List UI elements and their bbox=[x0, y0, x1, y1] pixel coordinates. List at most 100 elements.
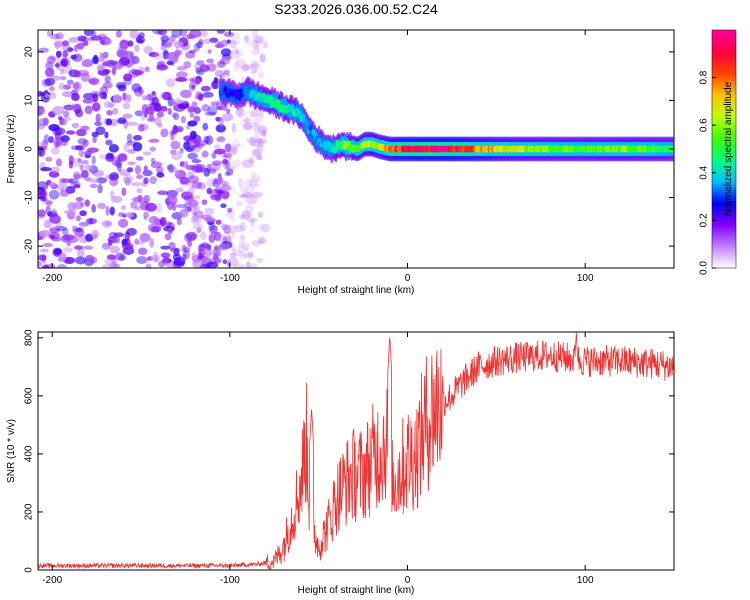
noise-blob bbox=[196, 227, 202, 234]
noise-blob bbox=[97, 65, 106, 72]
noise-blob bbox=[105, 206, 110, 216]
noise-blob bbox=[245, 204, 255, 215]
noise-blob bbox=[102, 61, 110, 67]
noise-blob bbox=[143, 211, 149, 218]
noise-blob bbox=[156, 110, 164, 118]
noise-blob bbox=[186, 199, 192, 205]
noise-blob bbox=[100, 39, 106, 45]
noise-blob bbox=[46, 200, 53, 207]
noise-blob bbox=[131, 83, 142, 93]
noise-blob bbox=[179, 208, 189, 218]
spectrogram-heatmap bbox=[38, 30, 674, 268]
noise-blob bbox=[124, 50, 134, 59]
noise-blob bbox=[201, 150, 209, 158]
noise-blob bbox=[82, 159, 89, 165]
noise-blob bbox=[80, 125, 90, 131]
noise-blob bbox=[239, 234, 246, 240]
colorbar-gradient bbox=[712, 30, 736, 268]
noise-blob bbox=[48, 123, 60, 132]
noise-blob bbox=[38, 123, 45, 130]
noise-blob bbox=[53, 40, 64, 48]
noise-blob bbox=[191, 252, 197, 260]
noise-blob bbox=[118, 212, 125, 217]
noise-blob bbox=[40, 166, 52, 172]
noise-blob bbox=[187, 171, 195, 180]
noise-blob bbox=[109, 261, 119, 268]
noise-blob bbox=[226, 168, 234, 176]
x-tick-label: 0 bbox=[405, 273, 411, 284]
noise-blob bbox=[179, 176, 190, 185]
noise-blob bbox=[65, 130, 76, 135]
noise-blob bbox=[257, 137, 264, 148]
noise-blob bbox=[91, 56, 100, 65]
noise-blob bbox=[179, 160, 189, 168]
noise-blob bbox=[231, 122, 236, 133]
noise-blob bbox=[121, 187, 127, 197]
noise-blob bbox=[79, 210, 87, 217]
noise-blob bbox=[176, 204, 187, 209]
x-tick-label: 100 bbox=[577, 575, 594, 586]
noise-blob bbox=[203, 135, 210, 144]
noise-blob bbox=[194, 62, 200, 70]
noise-blob bbox=[198, 38, 204, 45]
noise-blob bbox=[231, 146, 238, 155]
noise-blob bbox=[167, 107, 173, 115]
noise-blob bbox=[230, 216, 235, 224]
y-tick-label: 0 bbox=[24, 567, 35, 573]
noise-blob bbox=[97, 183, 103, 194]
noise-blob bbox=[148, 215, 159, 224]
noise-blob bbox=[49, 214, 61, 224]
colorbar-tick-label: 0.0 bbox=[699, 261, 710, 275]
noise-blob bbox=[201, 104, 211, 112]
noise-blob bbox=[220, 48, 232, 57]
noise-blob bbox=[157, 30, 168, 36]
x-tick-label: -200 bbox=[42, 575, 62, 586]
noise-blob bbox=[217, 177, 222, 185]
ridge-cell bbox=[304, 119, 309, 126]
noise-blob bbox=[132, 134, 143, 141]
noise-blob bbox=[179, 147, 184, 154]
noise-blob bbox=[222, 259, 228, 265]
noise-blob bbox=[50, 147, 60, 155]
noise-blob bbox=[149, 255, 161, 262]
noise-blob bbox=[43, 263, 49, 268]
noise-blob bbox=[246, 217, 258, 223]
noise-blob bbox=[127, 161, 136, 166]
noise-blob bbox=[149, 176, 157, 185]
noise-blob bbox=[61, 228, 69, 235]
noise-blob bbox=[74, 231, 80, 237]
noise-blob bbox=[156, 171, 165, 178]
noise-blob bbox=[160, 105, 168, 112]
noise-blob bbox=[72, 82, 80, 90]
noise-blob bbox=[57, 116, 63, 121]
noise-blob bbox=[222, 113, 234, 122]
noise-blob bbox=[173, 256, 186, 266]
noise-blob bbox=[65, 185, 76, 194]
noise-blob bbox=[75, 197, 84, 202]
noise-blob bbox=[221, 189, 230, 200]
noise-blob bbox=[58, 252, 67, 262]
noise-blob bbox=[204, 217, 216, 223]
noise-blob bbox=[146, 93, 152, 101]
noise-blob bbox=[238, 254, 249, 260]
noise-blob bbox=[168, 241, 176, 251]
noise-blob bbox=[187, 145, 197, 150]
noise-blob bbox=[204, 249, 213, 257]
noise-blob bbox=[116, 49, 125, 58]
noise-blob bbox=[194, 141, 201, 148]
noise-blob bbox=[231, 246, 237, 257]
noise-blob bbox=[250, 239, 262, 246]
noise-blob bbox=[187, 152, 198, 160]
spectrogram-x-label: Height of straight line (km) bbox=[298, 285, 415, 296]
noise-blob bbox=[107, 254, 116, 261]
noise-blob bbox=[192, 223, 204, 230]
noise-blob bbox=[209, 168, 217, 174]
noise-blob bbox=[243, 34, 249, 43]
noise-blob bbox=[245, 261, 251, 268]
noise-blob bbox=[61, 91, 74, 98]
noise-blob bbox=[85, 233, 94, 242]
noise-blob bbox=[77, 35, 87, 42]
x-tick-label: 0 bbox=[405, 575, 411, 586]
noise-blob bbox=[208, 233, 216, 243]
